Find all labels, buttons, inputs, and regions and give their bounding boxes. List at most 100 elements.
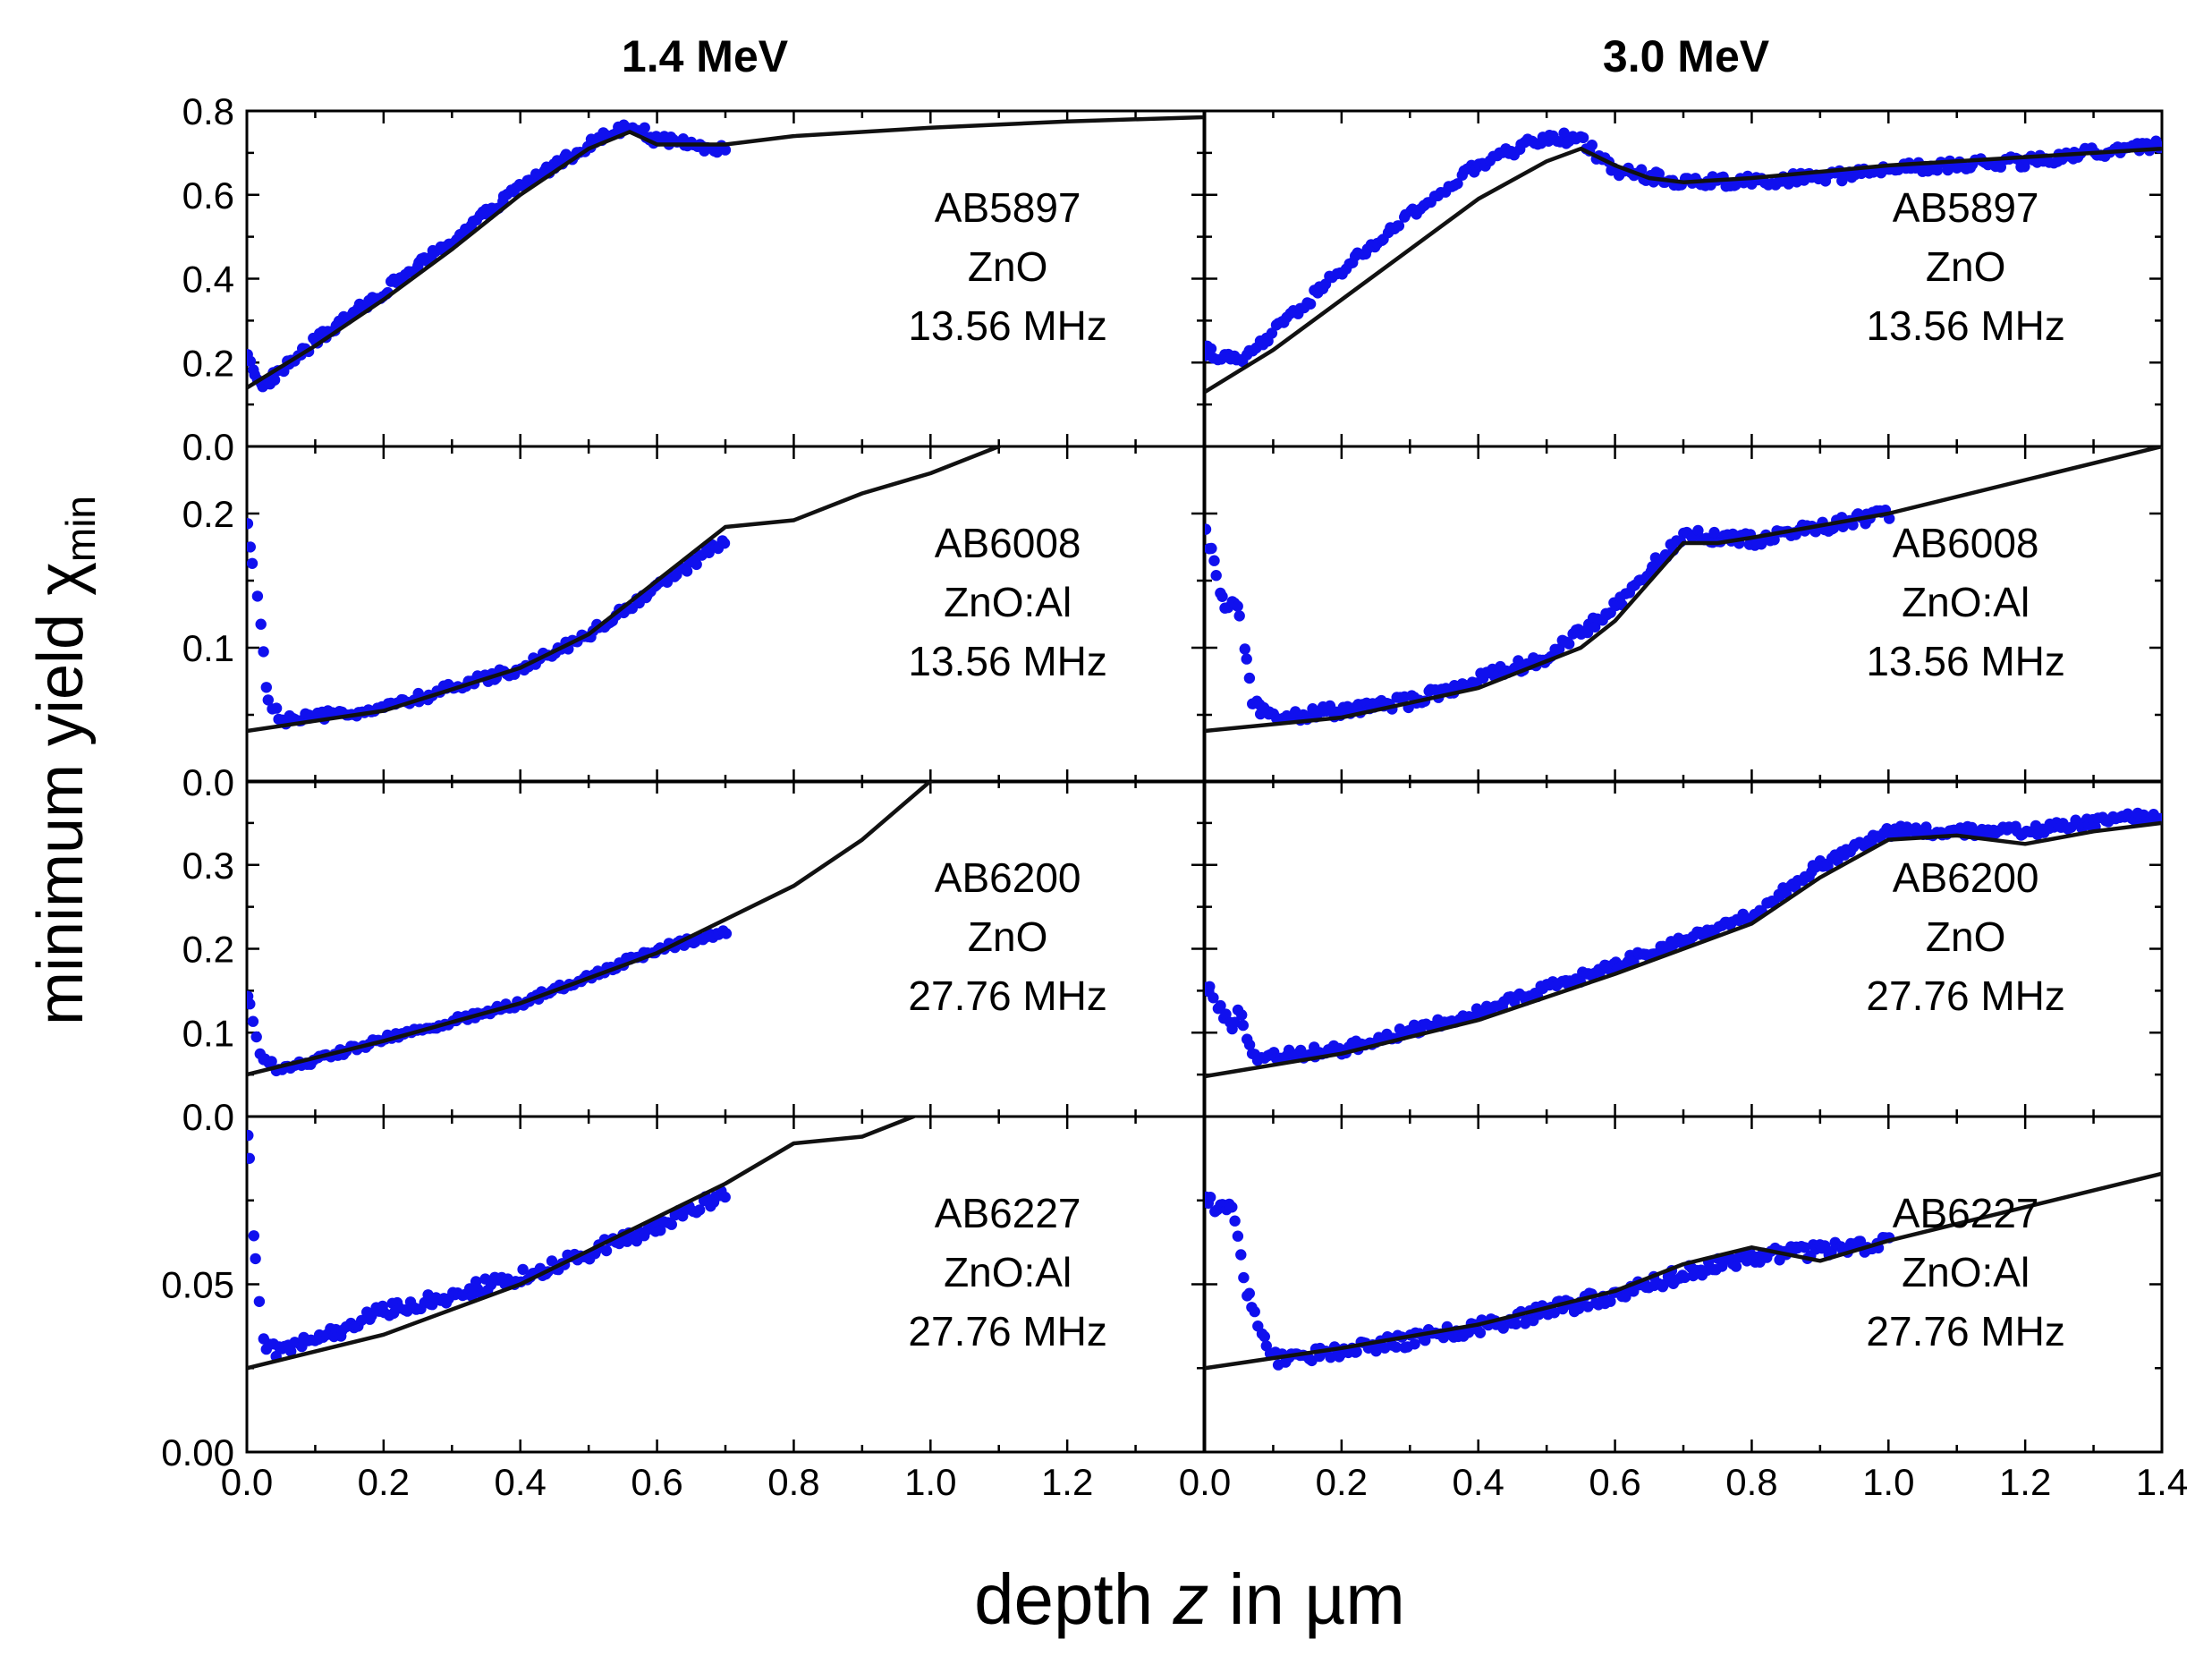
y-tick-label: 0.0 [182,1096,234,1138]
data-point [258,646,269,658]
material-label: ZnO [1926,913,2005,960]
data-point [247,1015,259,1027]
data-point [1232,1230,1244,1242]
data-point [1420,1335,1431,1346]
data-point [1653,168,1665,180]
data-point [1205,523,1212,535]
panel-plot-area [1205,807,2162,1079]
panel-plot-area [247,1117,920,1371]
data-point [1577,132,1589,144]
data-point [1249,1305,1260,1318]
data-point [1205,343,1217,354]
frequency-label: 13.56 MHz [908,638,1106,684]
data-point [1304,298,1317,310]
y-axis-title-chi: χ [25,562,97,596]
x-tick-label: 0.2 [358,1461,410,1503]
data-point [1208,992,1219,1004]
data-point [247,1152,255,1164]
frequency-label: 13.56 MHz [1866,638,2064,684]
data-point [1236,1009,1248,1021]
material-label: ZnO:Al [944,1249,1072,1295]
data-point [1206,542,1217,555]
data-point [247,541,256,553]
data-point [247,518,254,530]
x-tick-label: 0.4 [1453,1461,1504,1503]
data-point [720,928,733,939]
panel-plot-area [1205,127,2162,395]
frequency-label: 13.56 MHz [1866,302,2064,349]
data-point [285,1346,297,1357]
data-point [255,618,267,630]
sample-label: AB5897 [1893,184,2039,231]
x-tick-label: 0.2 [1316,1461,1368,1503]
y-tick-label: 0.0 [182,761,234,803]
data-point [251,590,264,602]
data-point [1351,1346,1362,1358]
data-point [1564,638,1575,650]
panel-plot-area [247,115,1204,393]
data-point [1708,526,1720,539]
data-point [718,538,731,549]
x-tick-label: 1.0 [904,1461,956,1503]
data-point [1390,1341,1403,1353]
y-axis-title: minimum yield χmin [25,496,104,1025]
data-point [719,1191,731,1203]
data-point [681,565,693,577]
data-point [1548,1307,1561,1319]
sample-label: AB6008 [935,520,1081,566]
data-point [1799,1242,1810,1253]
data-point [1238,1271,1250,1284]
material-label: ZnO:Al [1902,579,2030,625]
data-point [1554,643,1565,655]
panel-1.4MeV-AB6227: 0.00 0.05 0.0 0.2 0.4 0.6 0.8 1.0 1.2 AB6227 ZnO:A… [161,1115,1206,1503]
x-axis-title: depth z in µm [974,1559,1405,1639]
data-point [1510,1318,1522,1330]
panel-3.0MeV-AB6008: AB6008 ZnO:Al 13.56 MHz [1203,445,2164,784]
data-point [366,1310,377,1322]
data-point [1241,653,1252,665]
data-point [1452,178,1463,190]
frequency-label: 27.76 MHz [908,1308,1106,1355]
fit-curve [1205,146,2162,395]
data-point [1208,555,1220,566]
sample-label: AB6200 [935,854,1081,901]
material-label: ZnO [968,913,1047,960]
data-point [247,1129,254,1142]
y-tick-label: 0.2 [182,342,234,384]
fit-curve [247,115,1204,390]
y-axis-title-subscript: min [57,496,104,562]
data-point [1768,534,1780,546]
x-axis-title-suffix: in µm [1208,1559,1404,1639]
data-point [1226,1202,1238,1213]
fit-curve [1205,1171,2162,1371]
data-point [1215,999,1226,1012]
frequency-label: 27.76 MHz [1866,1308,2064,1355]
data-point [1205,981,1216,992]
data-point [694,1204,706,1216]
panel-plot-area [247,446,1005,734]
frequency-label: 27.76 MHz [1866,972,2064,1019]
y-axis-title-main: minimum yield [25,596,97,1025]
x-axis-title-prefix: depth [974,1559,1173,1639]
sample-label: AB6227 [1893,1190,2039,1236]
fit-curve [1205,820,2162,1079]
sample-label: AB6200 [1893,854,2039,901]
panel-1.4MeV-AB5897: 0.0 0.2 0.4 0.6 0.8 AB5897 ZnO 13.56 MHz [182,90,1206,468]
panel-plot-area [1205,1171,2162,1371]
panel-frame [245,779,1206,1118]
data-point [1235,1249,1247,1261]
fit-curve [247,446,1005,734]
material-label: ZnO [1926,243,2005,290]
data-point [1462,1327,1475,1338]
data-point [1239,643,1251,655]
data-point [1558,127,1570,139]
data-point [1474,1327,1487,1339]
data-point [1325,1352,1336,1363]
x-tick-label: 0.6 [1589,1461,1640,1503]
panel-3.0MeV-AB6200: AB6200 ZnO 27.76 MHz [1203,779,2164,1118]
data-point [691,558,702,571]
data-point [719,144,732,156]
data-point [665,1219,677,1230]
data-point [1730,1261,1742,1272]
